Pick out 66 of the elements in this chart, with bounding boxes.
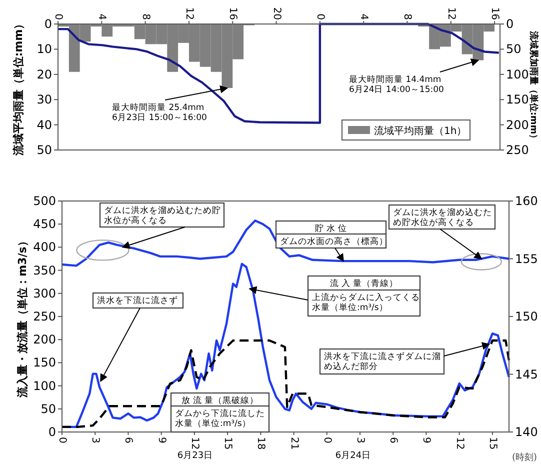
y2-axis-title: 流域累加雨量（単位:mm） [528,30,539,144]
annotation: 流 入 量（青線） [330,278,398,289]
y-tick-label: 100 [33,378,56,393]
x-axis-title: (時刻) [512,452,537,463]
annotation: 放 流 量（黒破線） [181,395,259,406]
y-tick-label: 40 [36,118,52,132]
y-tick-label: 500 [33,194,56,208]
x-tick-label: 6 [122,437,134,444]
y2-tick-label: 250 [506,143,529,157]
y2-tick-label: 140 [515,425,538,439]
x-tick-label: 12 [183,7,194,20]
y-tick-label: 450 [33,217,56,232]
y-tick-label: 300 [33,286,56,300]
y2-tick-label: 150 [506,92,529,107]
x-tick-label: 16 [489,7,500,20]
y2-tick-label: 100 [506,67,529,82]
legend-label: 流域平均雨量（1h） [374,125,467,137]
x-tick-label: 12 [454,437,465,450]
x-tick-label: 0 [56,437,68,444]
annotation: ダムに洪水を溜め込むため貯水位が高くなる [393,207,492,228]
x-tick-label: 3 [354,437,366,444]
legend: 流域平均雨量（1h） [342,120,470,140]
annotation: ダムから下流に流した水量（単位:m³/s） [175,408,265,430]
y2-tick-label: 50 [506,42,522,56]
x-tick-label: 0 [321,437,332,444]
x-tick-label: 9 [156,437,167,444]
y-tick-label: 350 [33,263,56,278]
annotation: 上流からダムに入ってくる水量（単位:m³/s） [312,292,420,314]
y2-tick-label: 145 [515,367,538,382]
x-tick-label: 15 [222,437,234,450]
y-axis-title: 流入量・放流量（単位：m3/s） [16,236,29,398]
annotation: 貯 水 位 [314,223,348,234]
y2-tick-label: 155 [515,252,538,266]
x-tick-label: 0 [314,14,326,20]
x-tick-label: 9 [420,437,432,444]
y-tick-label: 20 [36,67,52,82]
y-tick-label: 400 [33,240,56,254]
y2-tick-label: 200 [506,118,529,132]
y2-tick-label: 160 [515,194,538,208]
y-tick-label: 200 [33,332,56,347]
x-tick-label: 0 [52,14,64,20]
x-tick-label: 16 [227,7,238,20]
y-tick-label: 50 [36,143,52,157]
x-tick-label: 6 [388,437,399,444]
x-tick-label: 4 [358,14,370,20]
y-tick-label: 250 [33,310,56,324]
x-tick-label: 12 [445,7,456,20]
x-tick-label: 15 [486,437,498,450]
x-tick-label: 21 [288,437,300,450]
y-tick-label: 150 [33,356,56,370]
annotation: 洪水を下流に流さず [97,295,178,306]
x-tick-label: 3 [90,437,101,444]
x-tick-label: 8 [402,14,413,20]
x-tick-label: 20 [270,7,282,20]
annotation: ダムに洪水を溜め込むため貯水位が高くなる [104,205,221,226]
y2-tick-label: 150 [515,310,538,324]
x-tick-label: 18 [255,437,266,450]
y-tick-label: 30 [36,92,52,107]
annotation: ダムの水面の高さ（標高） [280,236,388,247]
annotation: 洪水を下流に流さずダムに溜め込んだ部分 [324,351,441,372]
y-axis-title: 流域平均雨量（単位:mm） [12,18,25,157]
y-tick-label: 50 [40,402,56,416]
x-tick-label: 4 [96,14,108,20]
y-tick-label: 10 [36,42,52,56]
x-tick-label: 8 [140,14,151,20]
x-tick-label: 12 [188,437,200,450]
